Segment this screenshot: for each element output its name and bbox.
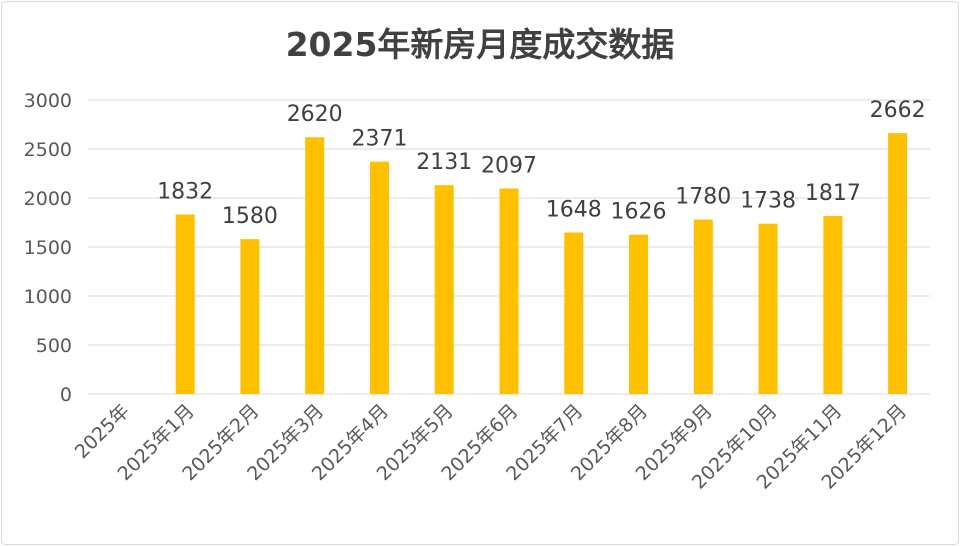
y-tick-label: 3000 [24, 90, 72, 112]
data-label: 2662 [870, 98, 926, 123]
bar [305, 137, 325, 395]
bar [564, 232, 584, 394]
data-labels: 1832 1580 2620 2371 2131 2097 1648 1626 1780 1738… [157, 98, 925, 229]
x-tick-label: 2025年 [71, 400, 134, 463]
bars [175, 133, 908, 395]
y-tick-label: 500 [36, 335, 72, 357]
y-tick-label: 1000 [24, 286, 72, 308]
bar [629, 234, 649, 394]
y-tick-label: 2500 [24, 139, 72, 161]
bar [499, 188, 519, 394]
y-axis-tick-labels: 0 500 1000 1500 2000 2500 3000 [24, 90, 72, 406]
bar [693, 219, 713, 394]
x-axis-tick-labels: 2025年2025年1月2025年2月2025年3月2025年4月2025年5月… [71, 400, 911, 494]
data-label: 2097 [481, 153, 537, 178]
data-label: 1580 [222, 204, 278, 229]
bar [823, 215, 843, 394]
data-label: 1738 [740, 189, 796, 214]
data-label: 2371 [351, 127, 407, 152]
data-label: 2131 [416, 150, 472, 175]
chart-title: 2025年新房月度成交数据 [285, 25, 675, 64]
y-tick-label: 2000 [24, 188, 72, 210]
bar [175, 214, 195, 394]
data-label: 1780 [675, 185, 731, 210]
bar [369, 161, 389, 394]
bar [758, 223, 778, 394]
data-label: 1832 [157, 179, 213, 204]
bar [888, 133, 908, 394]
data-label: 1648 [546, 197, 602, 222]
y-tick-label: 1500 [24, 237, 72, 259]
data-label: 1817 [805, 181, 861, 206]
data-label: 2620 [287, 102, 343, 127]
bar [240, 239, 260, 394]
bar [434, 185, 454, 394]
data-label: 1626 [611, 200, 667, 225]
y-tick-label: 0 [60, 384, 72, 406]
